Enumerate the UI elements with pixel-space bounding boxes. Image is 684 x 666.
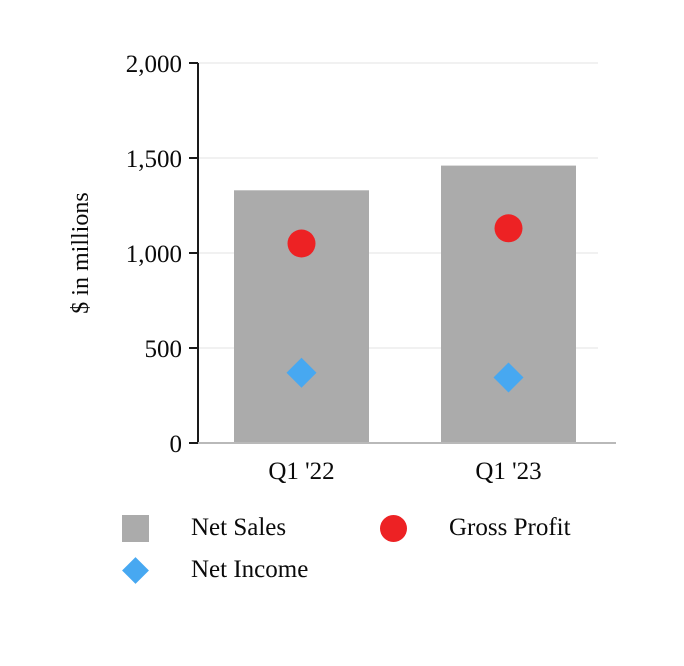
chart-plot-area: 0 500 1,000 1,500 2,000 Q1 '22 Q1 '23 $ in mill… bbox=[68, 51, 616, 485]
chart-legend: Net Sales Gross Profit Net Income bbox=[122, 514, 571, 584]
y-tick-label: 0 bbox=[170, 431, 183, 458]
y-tick-label: 500 bbox=[145, 336, 183, 363]
chart-svg: 0 500 1,000 1,500 2,000 Q1 '22 Q1 '23 $ in mill… bbox=[68, 51, 616, 485]
net-sales-square-icon bbox=[122, 514, 149, 542]
y-tick-label: 1,000 bbox=[126, 241, 182, 268]
gross-profit-point bbox=[494, 214, 523, 243]
legend-item-gross-profit: Gross Profit bbox=[380, 514, 571, 542]
x-category-label: Q1 '23 bbox=[475, 458, 541, 485]
y-axis-title: $ in millions bbox=[68, 192, 94, 313]
x-category-label: Q1 '22 bbox=[268, 458, 334, 485]
net-income-point bbox=[286, 357, 317, 388]
net-income-point bbox=[493, 362, 524, 393]
gross-profit-point bbox=[287, 229, 316, 258]
net-sales-bar bbox=[441, 165, 576, 443]
legend-item-net-income: Net Income bbox=[122, 556, 380, 584]
legend-label-net-income: Net Income bbox=[191, 556, 309, 583]
y-tick-label: 2,000 bbox=[126, 51, 182, 78]
legend-marker-box bbox=[122, 556, 149, 584]
legend-label-gross-profit: Gross Profit bbox=[449, 514, 571, 541]
net-income-diamond-icon bbox=[122, 556, 149, 584]
y-tick-label: 1,500 bbox=[126, 146, 182, 173]
net-sales-bar bbox=[234, 190, 369, 443]
legend-marker-box bbox=[122, 514, 149, 542]
gross-profit-circle-icon bbox=[380, 514, 407, 542]
legend-label-net-sales: Net Sales bbox=[191, 514, 287, 541]
legend-marker-box bbox=[380, 514, 407, 542]
legend-item-net-sales: Net Sales bbox=[122, 514, 380, 542]
